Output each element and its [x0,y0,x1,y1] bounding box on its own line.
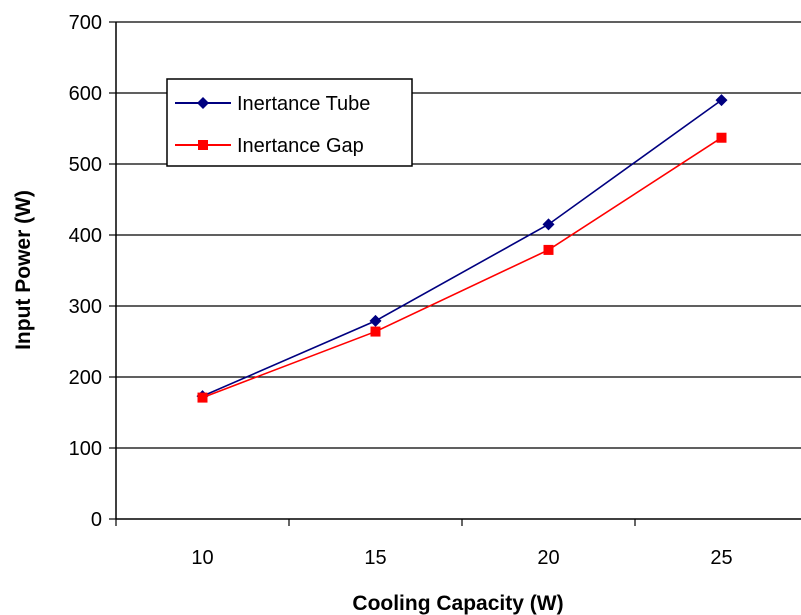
x-tick-label: 20 [537,547,559,569]
x-tick-label: 25 [710,547,732,569]
y-tick-label: 0 [91,509,102,531]
y-tick-label: 200 [69,367,102,389]
series-line-0 [202,99,722,397]
data-point-square [543,244,554,255]
x-axis-ticks: 10 15 20 25 [115,519,733,569]
y-tick-label: 500 [69,154,102,176]
y-tick-label: 400 [69,225,102,247]
series-group [196,94,728,403]
x-axis-title: Cooling Capacity (W) [352,592,563,615]
data-point-diamond [542,218,555,231]
legend: Inertance Tube Inertance Gap [166,78,413,167]
y-tick-label: 600 [69,83,102,105]
legend-box [166,78,413,167]
data-point-square [197,392,208,403]
series-line-1 [202,137,722,399]
legend-label: Inertance Gap [237,135,364,157]
y-axis-title: Input Power (W) [12,190,35,350]
data-point-square [370,326,381,337]
axes [115,22,801,520]
legend-marker-square [198,140,208,150]
y-axis-ticks: 0 100 200 300 400 500 600 700 [69,12,116,531]
y-tick-label: 300 [69,296,102,318]
data-point-square [716,132,727,143]
legend-marker-diamond [197,97,209,109]
x-tick-label: 15 [364,547,386,569]
y-tick-label: 100 [69,438,102,460]
legend-label: Inertance Tube [237,93,370,115]
y-tick-label: 700 [69,12,102,34]
data-point-diamond [369,314,382,327]
legend-entry-inertance-tube: Inertance Tube [175,93,370,115]
legend-entry-inertance-gap: Inertance Gap [175,135,364,157]
x-tick-label: 10 [191,547,213,569]
data-point-diamond [715,94,728,107]
